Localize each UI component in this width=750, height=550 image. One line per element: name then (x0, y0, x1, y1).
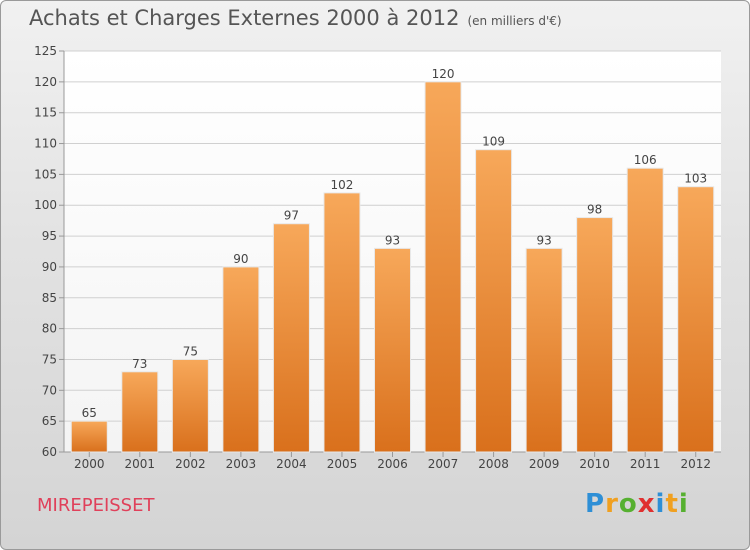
bar-value-label: 120 (432, 67, 455, 81)
bar-value-label: 73 (132, 357, 147, 371)
bar-value-label: 65 (82, 406, 97, 420)
bar (272, 223, 310, 453)
bar-value-label: 102 (331, 178, 354, 192)
logo-letter: x (637, 489, 656, 519)
bar-value-label: 97 (284, 209, 299, 223)
x-tick-label: 2007 (428, 457, 459, 471)
y-tick-label: 80 (42, 322, 57, 336)
chart-subtitle: (en milliers d'€) (467, 14, 562, 28)
y-tick-label: 110 (34, 137, 57, 151)
proxiti-logo: Proxiti (585, 489, 689, 519)
bar-value-label: 90 (233, 252, 248, 266)
bar-value-label: 109 (482, 135, 505, 149)
bar (677, 186, 715, 453)
y-tick-label: 115 (34, 106, 57, 120)
y-tick-label: 100 (34, 198, 57, 212)
y-tick-label: 125 (34, 44, 57, 58)
y-tick-label: 85 (42, 291, 57, 305)
bar (70, 420, 108, 453)
x-tick-label: 2012 (680, 457, 711, 471)
bar (323, 192, 361, 453)
y-tick-label: 60 (42, 445, 57, 459)
x-tick-label: 2008 (478, 457, 509, 471)
bar-value-label: 93 (536, 233, 551, 247)
y-tick-label: 90 (42, 260, 57, 274)
logo-letter: i (655, 489, 666, 519)
y-tick-label: 65 (42, 414, 57, 428)
bar-value-label: 106 (634, 153, 657, 167)
chart-title: Achats et Charges Externes 2000 à 2012 (e… (29, 6, 562, 30)
x-tick-label: 2005 (327, 457, 358, 471)
y-tick-label: 75 (42, 352, 57, 366)
x-tick-label: 2001 (125, 457, 156, 471)
bar (424, 81, 462, 453)
logo-letter: t (665, 489, 679, 519)
x-tick-label: 2006 (377, 457, 408, 471)
logo-letter: r (605, 489, 619, 519)
bar (626, 167, 664, 453)
bar-value-label: 75 (183, 344, 198, 358)
x-tick-label: 2011 (630, 457, 661, 471)
x-tick-label: 2010 (579, 457, 610, 471)
bar-value-label: 93 (385, 233, 400, 247)
y-tick-label: 95 (42, 229, 57, 243)
logo-letter: i (678, 489, 689, 519)
x-tick-label: 2002 (175, 457, 206, 471)
bar (475, 149, 513, 453)
x-tick-label: 2000 (74, 457, 105, 471)
x-tick-label: 2009 (529, 457, 560, 471)
bar (576, 217, 614, 453)
logo-letter: o (618, 489, 638, 519)
y-tick-label: 120 (34, 75, 57, 89)
bar (374, 247, 411, 453)
y-tick-label: 105 (34, 167, 57, 181)
x-tick-label: 2004 (276, 457, 307, 471)
chart-title-text: Achats et Charges Externes 2000 à 2012 (29, 6, 460, 30)
bar (171, 358, 209, 453)
x-tick-label: 2003 (226, 457, 257, 471)
bar-value-label: 98 (587, 203, 602, 217)
y-tick-label: 70 (42, 383, 57, 397)
bar (525, 247, 563, 453)
bar (222, 266, 260, 453)
bar-value-label: 103 (684, 172, 707, 186)
logo-letter: P (585, 489, 606, 519)
bar (121, 371, 159, 453)
commune-name: MIREPEISSET (37, 495, 155, 516)
